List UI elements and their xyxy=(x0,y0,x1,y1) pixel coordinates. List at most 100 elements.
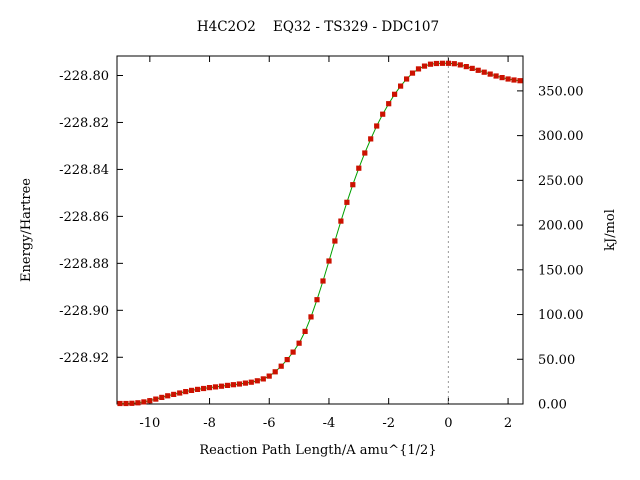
data-point xyxy=(350,182,356,188)
y-tick-label: -228.92 xyxy=(59,351,109,366)
data-point xyxy=(195,386,201,392)
data-point xyxy=(230,382,236,388)
y-tick-label: -228.88 xyxy=(59,257,109,272)
data-point xyxy=(362,150,368,156)
data-point xyxy=(487,71,493,77)
y-axis-label: Energy/Hartree xyxy=(19,178,34,282)
data-point xyxy=(511,77,517,83)
x-tick-label: 2 xyxy=(504,416,512,431)
y2-tick-label: 150.00 xyxy=(538,263,584,278)
data-point xyxy=(457,62,463,68)
x-tick-label: -6 xyxy=(263,416,276,431)
series-points-group xyxy=(117,60,523,407)
y2-tick-label: 0.00 xyxy=(538,398,567,413)
x-tick-label: 0 xyxy=(444,416,452,431)
data-point xyxy=(499,75,505,81)
data-point xyxy=(475,67,481,73)
data-point xyxy=(189,387,195,393)
data-point xyxy=(165,393,171,399)
data-point xyxy=(493,73,499,79)
x-tick-label: -10 xyxy=(139,416,160,431)
data-point xyxy=(236,381,242,387)
x-tick-label: -2 xyxy=(382,416,395,431)
y-tick-label: -228.82 xyxy=(59,116,109,131)
data-point xyxy=(368,136,374,142)
x-tick-label: -4 xyxy=(323,416,336,431)
series-line xyxy=(120,62,521,404)
data-point xyxy=(224,382,231,388)
data-point xyxy=(296,340,302,346)
data-point xyxy=(290,349,296,355)
data-point xyxy=(278,363,284,369)
data-point xyxy=(218,383,225,389)
data-point xyxy=(242,380,248,386)
y-tick-label: -228.90 xyxy=(59,304,109,319)
data-point xyxy=(284,357,290,363)
plot-frame xyxy=(116,55,524,405)
data-point xyxy=(392,91,398,97)
x-axis: -10 -8 -6 -4 -2 0 2 xyxy=(139,56,512,431)
chart-title: H4C2O2 EQ32 - TS329 - DDC107 xyxy=(197,19,439,35)
data-point xyxy=(332,238,338,244)
data-point xyxy=(409,70,416,76)
data-point xyxy=(254,378,260,384)
data-point xyxy=(141,399,147,405)
data-point xyxy=(463,64,469,70)
data-point xyxy=(117,400,123,407)
data-point xyxy=(380,111,386,117)
y-tick-label: -228.84 xyxy=(59,163,109,178)
data-point xyxy=(451,61,457,67)
data-point xyxy=(177,390,183,396)
data-point xyxy=(445,60,451,66)
data-point xyxy=(326,258,332,264)
data-point xyxy=(266,373,272,379)
data-point xyxy=(135,400,141,406)
data-point xyxy=(481,69,487,75)
data-point xyxy=(302,328,308,334)
y2-axis-label: kJ/mol xyxy=(603,209,618,251)
data-point xyxy=(183,389,189,395)
data-point xyxy=(320,278,326,284)
data-point xyxy=(505,76,511,82)
data-point xyxy=(356,165,362,171)
x-axis-label: Reaction Path Length/A amu^{1/2} xyxy=(199,443,436,458)
y-tick-label: -228.86 xyxy=(59,210,109,225)
data-point xyxy=(201,385,207,392)
data-point xyxy=(248,379,254,385)
x-tick-label: -8 xyxy=(203,416,216,431)
data-point xyxy=(344,199,350,205)
data-point xyxy=(386,101,392,107)
plot-border xyxy=(116,55,524,405)
data-point xyxy=(147,398,153,404)
data-point xyxy=(308,314,314,320)
data-point xyxy=(427,61,434,67)
y2-tick-label: 350.00 xyxy=(538,84,584,99)
data-point xyxy=(171,391,177,397)
data-point xyxy=(421,63,428,69)
data-point xyxy=(129,400,135,406)
data-point xyxy=(212,384,219,390)
data-point xyxy=(433,60,439,67)
data-point xyxy=(415,66,422,72)
series-line-group xyxy=(120,62,521,404)
data-point xyxy=(206,385,213,391)
data-point xyxy=(374,123,380,129)
data-point xyxy=(314,297,320,303)
data-point xyxy=(272,369,278,375)
data-point xyxy=(159,394,165,400)
y2-tick-label: 50.00 xyxy=(538,353,575,368)
y2-tick-label: 300.00 xyxy=(538,129,584,144)
data-point xyxy=(398,83,404,89)
data-point xyxy=(439,60,445,66)
data-point xyxy=(517,78,523,84)
y2-tick-label: 250.00 xyxy=(538,174,584,189)
y2-tick-label: 200.00 xyxy=(538,219,584,234)
data-point xyxy=(338,218,344,224)
data-point xyxy=(469,65,475,71)
y-axis-right: 0.00 50.00 100.00 150.00 200.00 250.00 300.00 3… xyxy=(517,84,584,413)
y2-tick-label: 100.00 xyxy=(538,308,584,323)
y-axis-left: -228.80 -228.82 -228.84 -228.86 -228.88 -228.… xyxy=(59,69,123,366)
data-point xyxy=(153,396,159,402)
data-point xyxy=(404,76,410,82)
